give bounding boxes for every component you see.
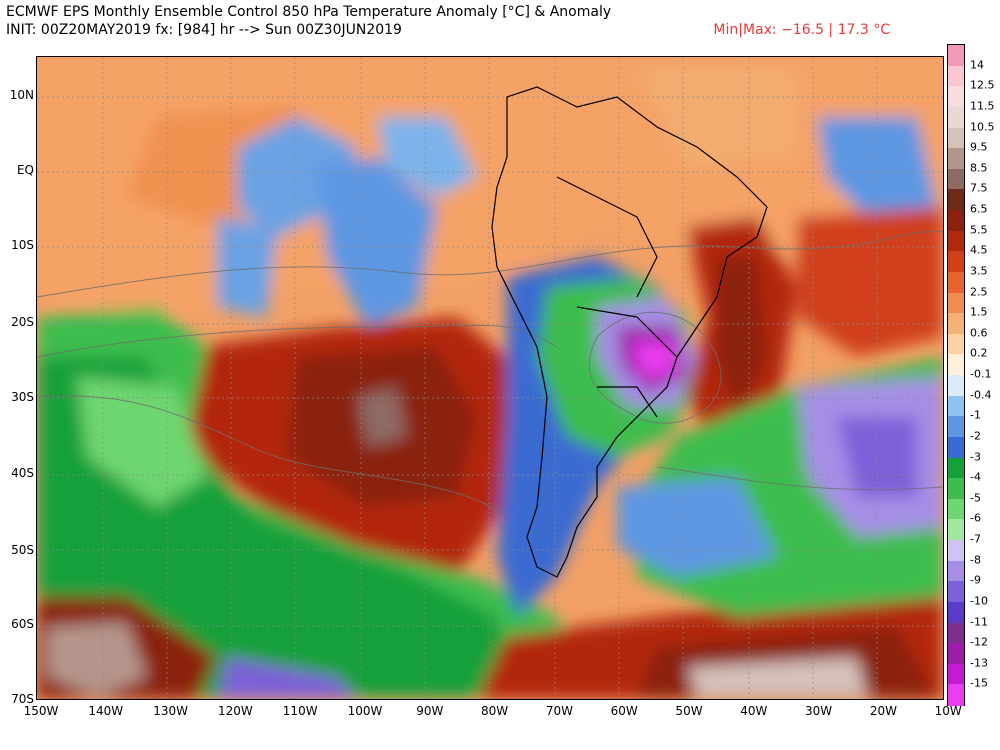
colorbar-label: 4.5: [970, 243, 988, 257]
colorbar-swatch: [948, 230, 964, 252]
chart-title: ECMWF EPS Monthly Ensemble Control 850 h…: [6, 4, 612, 20]
colorbar-swatch: [948, 375, 964, 397]
colorbar-swatch: [948, 498, 964, 520]
colorbar-swatch: [948, 622, 964, 644]
colorbar-label: 1.5: [970, 305, 988, 319]
lat-label: 40S: [11, 466, 34, 480]
colorbar-label: -0.4: [970, 388, 992, 402]
colorbar-label: -9: [970, 573, 981, 587]
lat-label: 10S: [11, 238, 34, 252]
colorbar-label: 8.5: [970, 161, 988, 175]
colorbar-label: -5: [970, 491, 981, 505]
lon-label: 140W: [88, 704, 124, 718]
colorbar-swatch: [948, 519, 964, 541]
lon-label: 80W: [481, 704, 509, 718]
colorbar-label: -6: [970, 511, 981, 525]
colorbar-swatch: [948, 478, 964, 500]
lon-label: 50W: [675, 704, 703, 718]
colorbar-label: -8: [970, 553, 981, 567]
lon-label: 10W: [934, 704, 962, 718]
min-max-readout: Min|Max: −16.5 | 17.3 °C: [713, 22, 890, 38]
colorbar-label: 0.6: [970, 326, 988, 340]
colorbar-label: -12: [970, 635, 988, 649]
lat-label: 30S: [11, 390, 34, 404]
lon-label: 90W: [416, 704, 444, 718]
colorbar-label: -10: [970, 594, 988, 608]
lon-label: 130W: [153, 704, 188, 718]
colorbar-label: 2.5: [970, 285, 988, 298]
lon-label: 60W: [610, 704, 638, 718]
colorbar-swatch: [948, 333, 964, 355]
colorbar-label: 6.5: [970, 202, 988, 216]
colorbar-swatch: [948, 684, 964, 706]
colorbar-swatch: [948, 168, 964, 190]
colorbar-label: -13: [970, 656, 988, 670]
anomaly-map[interactable]: [36, 56, 944, 700]
lon-label: 110W: [282, 704, 318, 718]
lon-label: 40W: [740, 704, 768, 718]
colorbar-swatch: [948, 251, 964, 273]
colorbar-label: -3: [970, 450, 981, 463]
colorbar-label: 12.5: [970, 78, 995, 92]
colorbar-swatch: [948, 292, 964, 314]
colorbar-swatch: [948, 643, 964, 665]
colorbar-swatch: [948, 560, 964, 582]
colorbar-swatch: [948, 86, 964, 108]
lat-label: 70S: [11, 692, 34, 706]
colorbar-swatch: [948, 457, 964, 479]
colorbar-label: -0.1: [970, 367, 992, 381]
colorbar-swatch: [948, 395, 964, 417]
lon-label: 30W: [805, 704, 833, 718]
colorbar-swatch: [948, 65, 964, 87]
lat-label: EQ: [16, 163, 34, 177]
lon-label: 70W: [545, 704, 573, 718]
colorbar-label: 0.2: [970, 346, 988, 360]
colorbar-swatch: [948, 540, 964, 562]
colorbar: [947, 44, 965, 706]
colorbar-label: -11: [970, 615, 988, 628]
lat-label: 50S: [11, 543, 34, 557]
lat-label: 60S: [11, 617, 34, 631]
colorbar-label: -7: [970, 532, 981, 546]
lon-label: 150W: [23, 704, 59, 718]
colorbar-label: -4: [970, 470, 981, 484]
colorbar-label: 10.5: [970, 120, 995, 133]
colorbar-label: 9.5: [970, 140, 988, 154]
colorbar-swatch: [948, 601, 964, 623]
colorbar-label: 14: [970, 58, 984, 72]
colorbar-swatch: [948, 354, 964, 376]
colorbar-label: -2: [970, 429, 981, 443]
colorbar-label: -15: [970, 676, 988, 690]
colorbar-label: 5.5: [970, 223, 988, 237]
colorbar-swatch: [948, 581, 964, 603]
colorbar-swatch: [948, 210, 964, 232]
colorbar-label: -1: [970, 408, 981, 422]
colorbar-label: 7.5: [970, 181, 988, 195]
lat-label: 20S: [11, 315, 34, 329]
lon-label: 100W: [347, 704, 383, 718]
init-line: INIT: 00Z20MAY2019 fx: [984] hr --> Sun …: [6, 22, 402, 38]
colorbar-label: 3.5: [970, 264, 988, 278]
colorbar-swatch: [948, 148, 964, 170]
colorbar-swatch: [948, 271, 964, 293]
colorbar-swatch: [948, 416, 964, 438]
lat-label: 10N: [9, 88, 34, 102]
colorbar-swatch: [948, 45, 964, 67]
colorbar-swatch: [948, 663, 964, 685]
lon-label: 20W: [869, 704, 897, 718]
colorbar-swatch: [948, 189, 964, 211]
colorbar-swatch: [948, 436, 964, 458]
colorbar-label: 11.5: [970, 99, 995, 113]
colorbar-swatch: [948, 127, 964, 149]
colorbar-swatch: [948, 106, 964, 128]
colorbar-swatch: [948, 313, 964, 335]
lon-label: 120W: [218, 704, 253, 718]
